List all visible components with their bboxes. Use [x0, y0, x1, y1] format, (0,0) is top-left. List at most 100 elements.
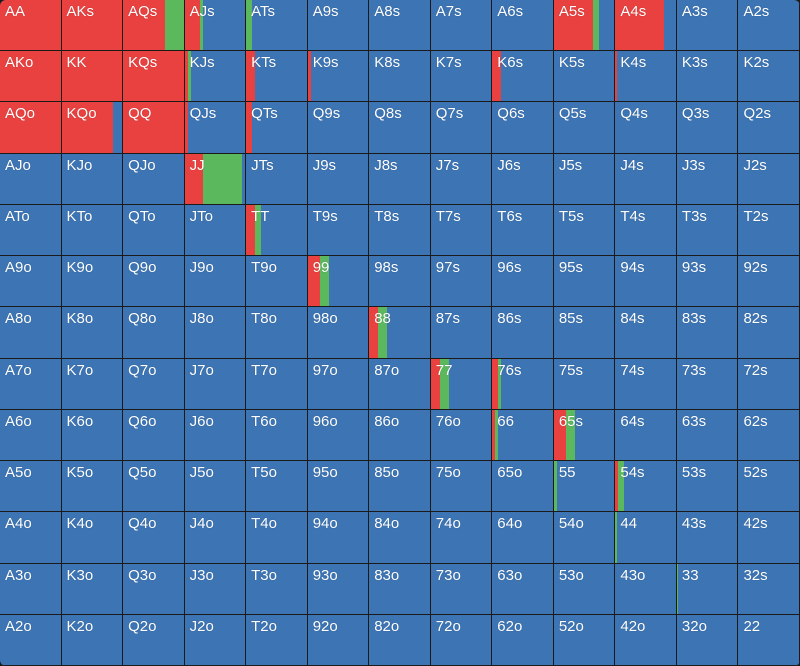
hand-cell[interactable]: 82s — [738, 307, 800, 359]
hand-cell[interactable]: Q8o — [123, 307, 185, 359]
hand-cell[interactable]: J9o — [184, 256, 247, 308]
hand-cell[interactable]: 75s — [553, 358, 616, 410]
hand-cell[interactable]: T9s — [307, 204, 370, 257]
hand-cell[interactable]: 54s — [615, 461, 677, 513]
hand-cell[interactable]: AJs — [184, 0, 247, 52]
hand-cell[interactable]: 42s — [738, 512, 800, 564]
hand-cell[interactable]: K6o — [61, 409, 124, 462]
hand-cell[interactable]: K9o — [61, 256, 124, 308]
hand-cell[interactable]: A5o — [0, 461, 62, 513]
hand-cell[interactable]: A2s — [738, 0, 800, 52]
hand-cell[interactable]: 87o — [369, 358, 431, 410]
hand-cell[interactable]: K8o — [61, 307, 124, 359]
hand-cell[interactable]: 75o — [430, 461, 493, 513]
hand-cell[interactable]: T5s — [553, 204, 616, 257]
hand-cell[interactable]: 73s — [676, 358, 739, 410]
hand-cell[interactable]: 85o — [369, 461, 431, 513]
hand-cell[interactable]: T4o — [246, 512, 308, 564]
hand-cell[interactable]: 87s — [430, 307, 493, 359]
hand-cell[interactable]: T4s — [615, 204, 677, 257]
hand-cell[interactable]: Q4s — [615, 102, 677, 154]
hand-cell[interactable]: 65o — [492, 461, 554, 513]
hand-cell[interactable]: K2s — [738, 51, 800, 103]
hand-cell[interactable]: T8o — [246, 307, 308, 359]
hand-cell[interactable]: J8o — [184, 307, 247, 359]
hand-cell[interactable]: KQs — [123, 51, 185, 103]
hand-cell[interactable]: A4s — [615, 0, 677, 52]
hand-cell[interactable]: K4s — [615, 51, 677, 103]
hand-cell[interactable]: 52s — [738, 461, 800, 513]
hand-cell[interactable]: Q2s — [738, 102, 800, 154]
hand-cell[interactable]: 97s — [430, 256, 493, 308]
hand-cell[interactable]: T3s — [676, 204, 739, 257]
hand-cell[interactable]: KTs — [246, 51, 308, 103]
hand-cell[interactable]: 64s — [615, 409, 677, 462]
hand-cell[interactable]: 44 — [615, 512, 677, 564]
hand-cell[interactable]: 94o — [307, 512, 370, 564]
hand-cell[interactable]: A5s — [553, 0, 616, 52]
hand-cell[interactable]: Q6s — [492, 102, 554, 154]
hand-cell[interactable]: 95o — [307, 461, 370, 513]
hand-cell[interactable]: 62o — [492, 614, 554, 666]
hand-cell[interactable]: 95s — [553, 256, 616, 308]
hand-cell[interactable]: 32s — [738, 563, 800, 615]
hand-cell[interactable]: Q9o — [123, 256, 185, 308]
hand-cell[interactable]: 62s — [738, 409, 800, 462]
hand-cell[interactable]: 94s — [615, 256, 677, 308]
hand-cell[interactable]: Q7o — [123, 358, 185, 410]
hand-cell[interactable]: 63s — [676, 409, 739, 462]
hand-cell[interactable]: 32o — [676, 614, 739, 666]
hand-cell[interactable]: K9s — [307, 51, 370, 103]
hand-cell[interactable]: Q3s — [676, 102, 739, 154]
hand-cell[interactable]: A8s — [369, 0, 431, 52]
hand-cell[interactable]: 93s — [676, 256, 739, 308]
hand-cell[interactable]: JTs — [246, 153, 308, 205]
hand-cell[interactable]: K3o — [61, 563, 124, 615]
hand-cell[interactable]: J3s — [676, 153, 739, 205]
hand-cell[interactable]: KTo — [61, 204, 124, 257]
hand-cell[interactable]: T6s — [492, 204, 554, 257]
hand-cell[interactable]: 52o — [553, 614, 616, 666]
hand-cell[interactable]: 54o — [553, 512, 616, 564]
hand-cell[interactable]: T6o — [246, 409, 308, 462]
hand-cell[interactable]: Q7s — [430, 102, 493, 154]
hand-cell[interactable]: J6o — [184, 409, 247, 462]
hand-cell[interactable]: A9s — [307, 0, 370, 52]
hand-cell[interactable]: T5o — [246, 461, 308, 513]
hand-cell[interactable]: 84o — [369, 512, 431, 564]
hand-cell[interactable]: 53o — [553, 563, 616, 615]
hand-cell[interactable]: QTs — [246, 102, 308, 154]
hand-cell[interactable]: 43s — [676, 512, 739, 564]
hand-cell[interactable]: 82o — [369, 614, 431, 666]
hand-cell[interactable]: Q2o — [123, 614, 185, 666]
hand-cell[interactable]: T3o — [246, 563, 308, 615]
hand-cell[interactable]: AQo — [0, 102, 62, 154]
hand-cell[interactable]: 72s — [738, 358, 800, 410]
hand-cell[interactable]: T9o — [246, 256, 308, 308]
hand-cell[interactable]: 98s — [369, 256, 431, 308]
hand-cell[interactable]: 64o — [492, 512, 554, 564]
hand-cell[interactable]: 93o — [307, 563, 370, 615]
hand-cell[interactable]: J4s — [615, 153, 677, 205]
hand-cell[interactable]: JTo — [184, 204, 247, 257]
hand-cell[interactable]: 85s — [553, 307, 616, 359]
hand-cell[interactable]: 92s — [738, 256, 800, 308]
hand-cell[interactable]: JJ — [184, 153, 247, 205]
hand-cell[interactable]: J4o — [184, 512, 247, 564]
hand-cell[interactable]: K2o — [61, 614, 124, 666]
hand-cell[interactable]: 74o — [430, 512, 493, 564]
hand-cell[interactable]: K8s — [369, 51, 431, 103]
hand-cell[interactable]: KJo — [61, 153, 124, 205]
hand-cell[interactable]: Q9s — [307, 102, 370, 154]
hand-cell[interactable]: A8o — [0, 307, 62, 359]
hand-cell[interactable]: AQs — [123, 0, 185, 52]
hand-cell[interactable]: 55 — [553, 461, 616, 513]
hand-cell[interactable]: QTo — [123, 204, 185, 257]
hand-cell[interactable]: 84s — [615, 307, 677, 359]
hand-cell[interactable]: Q5s — [553, 102, 616, 154]
hand-cell[interactable]: A7o — [0, 358, 62, 410]
hand-cell[interactable]: 72o — [430, 614, 493, 666]
hand-cell[interactable]: Q5o — [123, 461, 185, 513]
hand-cell[interactable]: 96s — [492, 256, 554, 308]
hand-cell[interactable]: 92o — [307, 614, 370, 666]
